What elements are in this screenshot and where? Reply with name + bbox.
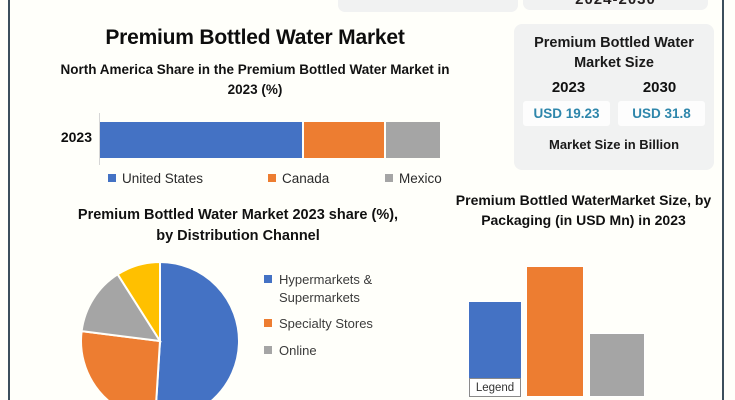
stacked-legend-item: Canada — [268, 171, 329, 186]
legend-swatch-icon — [264, 319, 272, 328]
stacked-chart-legend: United States Canada Mexico — [30, 171, 480, 191]
packaging-size-chart: Premium Bottled WaterMarket Size, by Pac… — [446, 190, 721, 397]
stacked-legend-item: Mexico — [385, 171, 442, 186]
stacked-legend-item: United States — [108, 171, 203, 186]
market-size-card: Premium Bottled Water Market Size 2023 2… — [514, 24, 714, 170]
stacked-legend-label: United States — [122, 170, 204, 186]
stacked-chart-category-label: 2023 — [60, 128, 92, 145]
page-title: Premium Bottled Water Market — [105, 26, 405, 49]
clipped-card-top-left — [338, 0, 518, 12]
frame-rule-left — [8, 0, 10, 400]
stacked-bar — [100, 121, 440, 158]
packaging-legend-tag[interactable]: Legend — [469, 377, 521, 397]
legend-swatch-icon — [264, 275, 272, 284]
market-size-title: Premium Bottled Water Market Size — [534, 35, 694, 71]
packaging-chart-title: Premium Bottled WaterMarket Size, by Pac… — [455, 192, 712, 229]
pie-legend-item: Online — [264, 342, 439, 360]
stacked-legend-label: Mexico — [399, 170, 442, 186]
pie-slice-online — [80, 272, 162, 343]
north-america-share-chart: North America Share in the Premium Bottl… — [30, 60, 480, 191]
market-size-years: 2023 2030 — [523, 79, 705, 96]
pie-slice-other — [116, 261, 161, 345]
stacked-segment-mexico — [385, 121, 440, 158]
market-size-value-start: USD 19.23 — [523, 101, 610, 127]
market-size-values: USD 19.23 USD 31.8 — [523, 101, 705, 127]
pie-legend-label: Specialty Stores — [279, 316, 373, 332]
stacked-segment-canada — [304, 121, 386, 158]
pie-legend-label: Hypermarkets & Supermarkets — [279, 272, 373, 305]
stacked-segment-united-states — [100, 121, 304, 158]
stacked-legend-label: Canada — [282, 170, 330, 186]
pie-slice-hypermarkets-supermarkets — [155, 261, 240, 400]
pie-legend-item: Hypermarkets & Supermarkets — [264, 271, 439, 306]
clipped-card-forecast-years: 2024-2030 — [523, 0, 708, 10]
legend-swatch-icon — [108, 174, 116, 182]
stacked-chart-axis — [99, 112, 100, 165]
market-size-footer: Market Size in Billion — [548, 137, 680, 153]
market-size-year-start: 2023 — [551, 79, 586, 97]
forecast-years-label: 2024-2030 — [523, 0, 708, 8]
pie-legend-item: Specialty Stores — [264, 315, 439, 333]
stacked-chart-title: North America Share in the Premium Bottl… — [60, 62, 450, 98]
pie-legend-label: Online — [279, 342, 317, 358]
packaging-bar-2 — [526, 265, 584, 397]
pie-chart-graphic — [80, 261, 240, 400]
frame-rule-right — [722, 0, 724, 400]
stacked-chart-plot: 2023 — [30, 112, 480, 165]
distribution-channel-chart: Premium Bottled Water Market 2023 share … — [28, 205, 448, 400]
packaging-bar-3 — [589, 332, 645, 397]
pie-chart-title: Premium Bottled Water Market 2023 share … — [77, 207, 399, 245]
legend-swatch-icon — [264, 345, 272, 354]
pie-chart-legend: Hypermarkets & Supermarkets Specialty Sto… — [264, 271, 439, 368]
market-size-year-end: 2030 — [642, 79, 677, 97]
legend-swatch-icon — [268, 174, 276, 182]
pie-chart-area: Hypermarkets & Supermarkets Specialty Sto… — [28, 261, 448, 400]
pie-slice-specialty-stores — [80, 330, 162, 400]
packaging-chart-plot: Legend — [446, 245, 721, 397]
legend-swatch-icon — [385, 174, 393, 182]
market-size-value-end: USD 31.8 — [618, 101, 705, 127]
